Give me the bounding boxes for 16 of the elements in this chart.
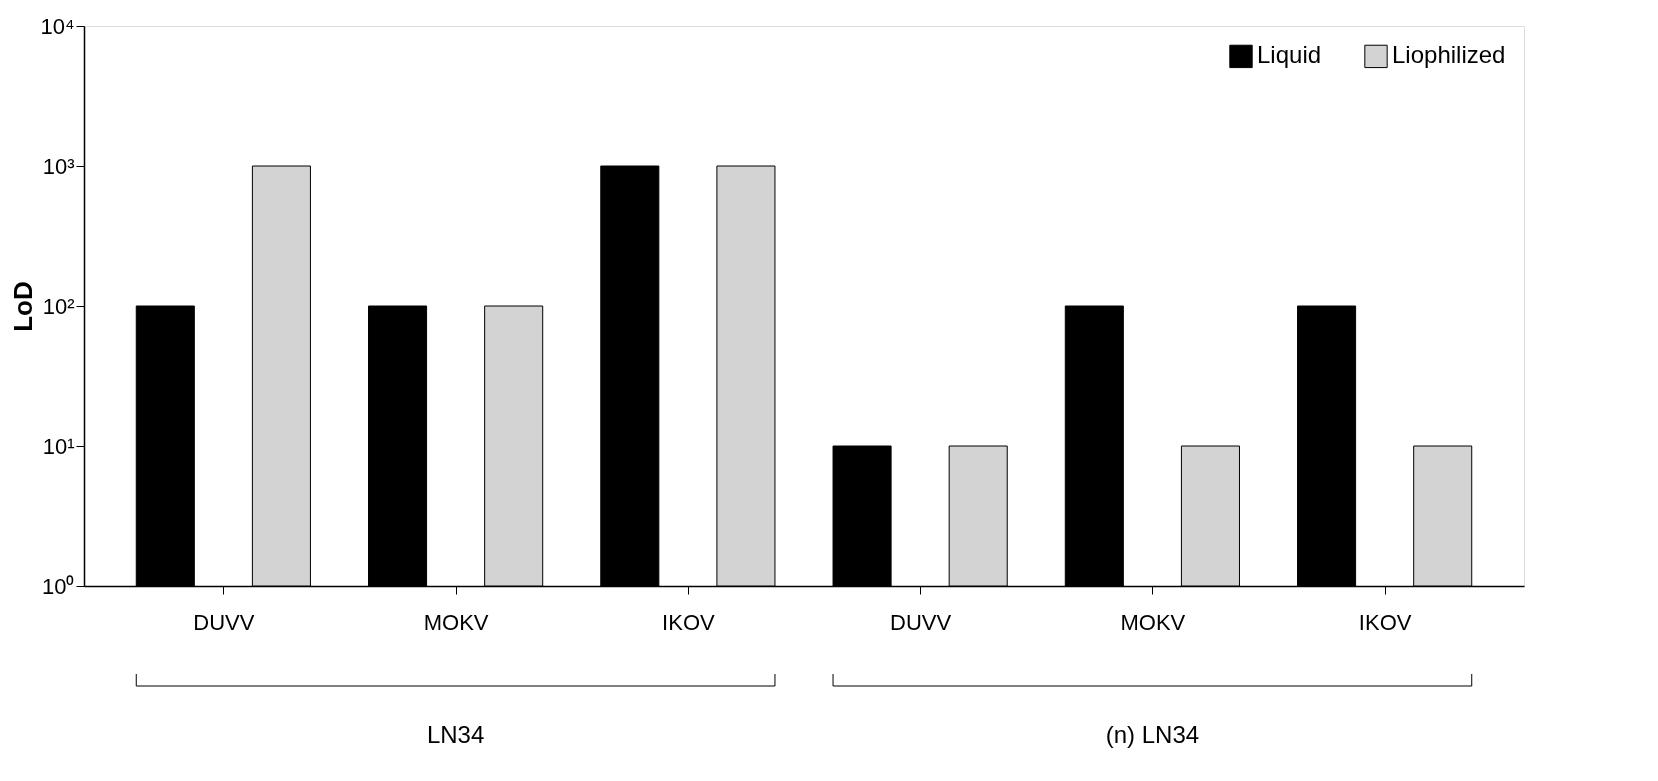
x-tick-label: MOKV — [423, 609, 489, 635]
x-tick-label: IKOV — [1358, 609, 1412, 635]
text: (n) LN34 — [1105, 721, 1200, 748]
text: LN34 — [426, 721, 485, 748]
y-tick-label: 10³ — [42, 153, 75, 179]
y-tick-label: 10⁰ — [42, 573, 75, 599]
legend-label: Liophilized — [1392, 41, 1506, 69]
y-tick-label: 10¹ — [42, 433, 75, 459]
y-tick-label: 10² — [42, 293, 75, 319]
x-tick-label: DUVV — [193, 609, 255, 635]
x-tick-label: MOKV — [1120, 609, 1186, 635]
x-tick-label: IKOV — [662, 609, 715, 635]
x-tick-label: DUVV — [890, 609, 952, 635]
y-axis-title: LoD — [7, 281, 38, 332]
y-tick-label: 10⁴ — [40, 13, 75, 39]
legend-label: Liquid — [1257, 41, 1322, 69]
